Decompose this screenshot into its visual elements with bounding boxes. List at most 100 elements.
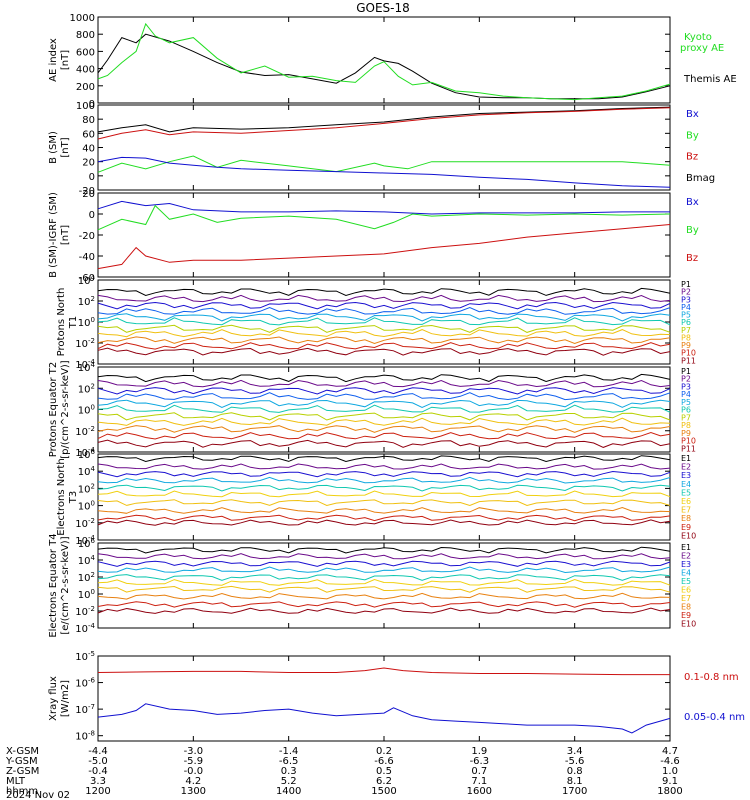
series-line [97, 336, 671, 345]
coord-value: -4.6 [660, 756, 680, 767]
y-tick-label: 20 [82, 189, 95, 200]
series-line [97, 514, 671, 522]
series-line [97, 106, 671, 133]
y-tick-label: -20 [79, 231, 95, 242]
legend-entry: P6 [681, 318, 691, 327]
series-line [97, 463, 671, 470]
coord-value: 0.3 [281, 766, 297, 777]
y-tick-label: 100 [78, 316, 95, 329]
coord-value: -1.4 [279, 746, 299, 757]
legend-entry: P11 [681, 444, 696, 453]
series-line [97, 329, 671, 338]
panel-frame [97, 655, 671, 742]
legend-entry: P8 [681, 421, 691, 430]
legend-entry: E6 [681, 586, 691, 595]
coord-value: 0.5 [376, 766, 392, 777]
y-tick-label: 10-8 [75, 730, 95, 743]
legend-entry: P10 [681, 349, 696, 358]
legend-entry: P4 [681, 390, 691, 399]
y-tick-label: 600 [76, 47, 95, 58]
coord-value: 3.3 [90, 776, 106, 787]
y-tick-label: 40 [82, 144, 95, 155]
series-line [97, 506, 671, 514]
legend-entry: Bx [686, 197, 699, 208]
y-tick-label: 0 [89, 99, 95, 110]
coord-value: 5.2 [281, 776, 297, 787]
series-line [97, 155, 671, 173]
series-line [97, 306, 671, 315]
legend-entry: E6 [681, 497, 691, 506]
series-line [97, 560, 671, 567]
panel-frame [97, 104, 671, 191]
series-line [97, 484, 671, 492]
series-line [97, 404, 671, 413]
y-tick-label: 106 [78, 448, 96, 461]
y-tick-label: 10-7 [75, 703, 95, 716]
series-line [97, 204, 671, 231]
legend-entry: Bx [686, 109, 699, 120]
legend-entry: Bz [686, 253, 698, 264]
y-tick-label: 10-4 [75, 358, 95, 371]
series-line [97, 324, 671, 333]
y-tick-label: 10-2 [75, 337, 95, 350]
legend-entry: P5 [681, 398, 691, 407]
legend-entry: P5 [681, 311, 691, 320]
series-line [97, 200, 670, 215]
series-line [97, 373, 671, 383]
series-line [97, 33, 671, 100]
series-line [97, 470, 671, 478]
coord-row-label: X-GSM [6, 746, 39, 757]
coord-value: 3.4 [567, 746, 583, 757]
legend-entry: By [686, 225, 699, 236]
coord-value: 8.1 [567, 776, 583, 787]
series-line [97, 499, 671, 507]
date-label: 2024 Nov 02 [6, 790, 70, 800]
series-line [97, 703, 671, 734]
coord-row-label: Z-GSM [6, 766, 39, 777]
series-line [97, 519, 671, 526]
coord-value: 1400 [276, 786, 301, 797]
coord-value: -3.0 [184, 746, 204, 757]
legend-entry: Bz [686, 152, 698, 163]
legend-entry: E9 [681, 523, 691, 532]
panel-2: -20 0 20 40 60 80 100 B (SM) [nT] Bx By Bz Bmag [48, 101, 715, 197]
series-line [97, 387, 671, 395]
y-axis-unit: [nT] [60, 50, 71, 70]
coord-value: 1200 [85, 786, 110, 797]
y-tick-label: 60 [82, 129, 95, 140]
y-tick-label: 10-2 [75, 605, 95, 618]
panel-frame [97, 16, 671, 104]
y-axis-unit: [nT] [60, 137, 71, 157]
legend-entry: P4 [681, 303, 691, 312]
series-line [97, 347, 671, 356]
coord-value: 1600 [467, 786, 492, 797]
legend-entry: E10 [681, 620, 696, 629]
series-line [97, 287, 671, 297]
legend-entry: Themis AE [683, 74, 737, 85]
y-axis-label: T3 [68, 491, 79, 504]
y-tick-label: 800 [76, 30, 95, 41]
legend-entry: E4 [681, 480, 691, 489]
y-axis-unit: [nT] [60, 225, 71, 245]
series-line [97, 585, 671, 593]
coord-value: 1800 [657, 786, 682, 797]
legend-entry: E2 [681, 552, 691, 561]
legend-entry: P8 [681, 333, 691, 342]
coord-value: 7.1 [471, 776, 487, 787]
y-axis-unit: [p/(cm^2-s-sr-keV)] [60, 360, 71, 459]
y-tick-label: 80 [82, 115, 95, 126]
legend-entry: P6 [681, 406, 691, 415]
coord-value: -6.5 [279, 756, 299, 767]
series-line [97, 392, 671, 401]
legend-entry: E8 [681, 514, 691, 523]
y-tick-label: 100 [78, 588, 95, 601]
legend-entry: E7 [681, 594, 691, 603]
y-tick-label: 200 [76, 82, 95, 93]
series-line [97, 566, 671, 574]
plot-title: GOES-18 [356, 1, 410, 15]
y-tick-label: 104 [78, 554, 96, 567]
coord-value: 0.2 [376, 746, 392, 757]
panel-7: 106 104 102 100 10-2 10-4 Electrons Equator T4… [48, 533, 696, 637]
